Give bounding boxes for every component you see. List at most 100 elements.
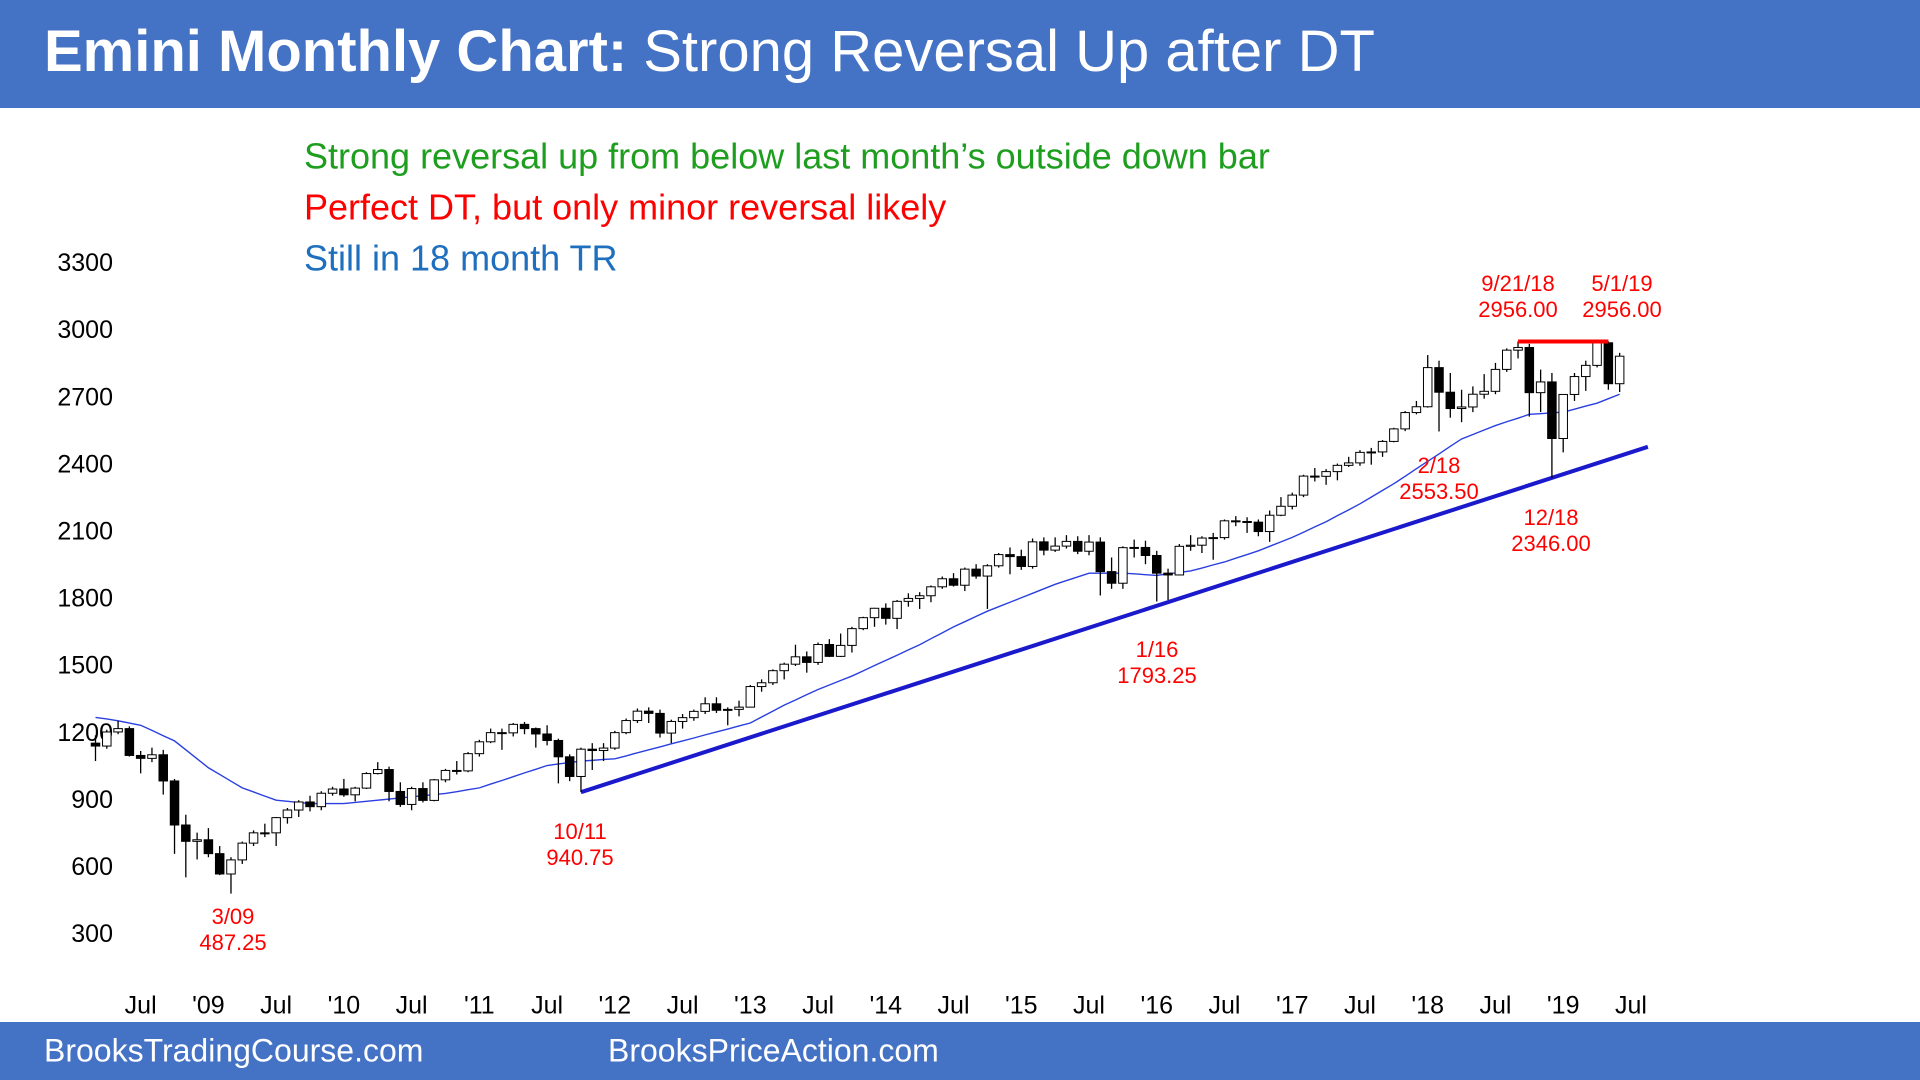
point-label-date: 5/1/19 bbox=[1591, 271, 1652, 296]
candle-body bbox=[1434, 367, 1444, 393]
candle-body bbox=[406, 788, 417, 805]
candle-body bbox=[1569, 376, 1580, 395]
candle-body bbox=[1298, 475, 1309, 496]
candle-body bbox=[1185, 544, 1196, 547]
candle-body bbox=[734, 706, 744, 710]
candle-body bbox=[1129, 546, 1139, 549]
trend-line bbox=[580, 444, 1649, 795]
candle-body bbox=[576, 748, 586, 777]
candle-body bbox=[373, 769, 383, 775]
y-tick-label: 1800 bbox=[57, 585, 113, 613]
candle-body bbox=[1343, 462, 1354, 466]
candle-body bbox=[1558, 393, 1568, 440]
candle-body bbox=[914, 595, 925, 599]
comment: Strong reversal up from below last month… bbox=[304, 136, 1270, 177]
candle-body bbox=[237, 842, 248, 861]
candle-body bbox=[610, 732, 620, 749]
candle-body bbox=[937, 578, 947, 588]
candle-body bbox=[881, 607, 891, 619]
candle-body bbox=[90, 742, 101, 747]
point-label-date: 3/09 bbox=[212, 904, 255, 929]
x-tick-label: '17 bbox=[1276, 992, 1309, 1020]
point-label-price: 2346.00 bbox=[1511, 531, 1591, 556]
point-label-date: 1/16 bbox=[1136, 637, 1179, 662]
candle-body bbox=[1163, 572, 1173, 576]
candle-body bbox=[1005, 554, 1015, 558]
candle-body bbox=[745, 686, 756, 708]
candle-body bbox=[429, 779, 439, 801]
candle-body bbox=[463, 753, 473, 772]
candle-body bbox=[790, 656, 801, 665]
x-tick-label: Jul bbox=[1344, 992, 1376, 1020]
candle-body bbox=[711, 703, 722, 711]
candle-body bbox=[316, 792, 327, 808]
candle-body bbox=[1445, 391, 1456, 410]
candle-body bbox=[418, 788, 428, 801]
candle-body bbox=[993, 554, 1004, 567]
candle-body bbox=[1547, 381, 1557, 440]
x-tick-label: '16 bbox=[1140, 992, 1173, 1020]
candle-body bbox=[1411, 406, 1422, 414]
comment: Perfect DT, but only minor reversal like… bbox=[304, 187, 946, 228]
footer-right: BrooksPriceAction.com bbox=[608, 1032, 939, 1068]
candle-body bbox=[384, 769, 394, 792]
candle-body bbox=[1287, 494, 1297, 507]
candle-body bbox=[305, 801, 315, 808]
x-tick-label: '11 bbox=[464, 992, 495, 1020]
point-label-price: 2956.00 bbox=[1478, 297, 1558, 322]
candle-body bbox=[519, 723, 530, 730]
candle-body bbox=[666, 720, 677, 734]
candle-body bbox=[1479, 390, 1489, 395]
candle-body bbox=[700, 703, 710, 712]
footer-band bbox=[0, 1022, 1920, 1080]
comment: Still in 18 month TR bbox=[304, 238, 617, 279]
candle-body bbox=[508, 723, 518, 734]
candle-body bbox=[135, 754, 146, 759]
candle-body bbox=[1039, 541, 1049, 551]
candle-body bbox=[971, 568, 981, 577]
x-tick-label: Jul bbox=[1479, 992, 1511, 1020]
candle-body bbox=[1389, 428, 1399, 442]
candle-body bbox=[1118, 547, 1128, 584]
candle-body bbox=[124, 728, 135, 756]
point-label-price: 940.75 bbox=[546, 845, 613, 870]
point-label-price: 2956.00 bbox=[1582, 297, 1662, 322]
candle-body bbox=[1174, 545, 1185, 576]
x-tick-label: '15 bbox=[1005, 992, 1038, 1020]
candle-body bbox=[1208, 537, 1218, 540]
candle-body bbox=[485, 732, 496, 743]
y-tick-label: 600 bbox=[71, 853, 113, 881]
x-tick-label: '18 bbox=[1411, 992, 1444, 1020]
candle-body bbox=[892, 600, 902, 619]
candle-body bbox=[1592, 342, 1602, 366]
x-tick-label: '09 bbox=[192, 992, 225, 1020]
x-tick-label: '12 bbox=[599, 992, 632, 1020]
candle-body bbox=[147, 754, 157, 759]
subtitle: Strong Reversal Up after DT bbox=[643, 19, 1375, 84]
candle-body bbox=[689, 710, 699, 719]
candle-body bbox=[361, 773, 372, 789]
candle-body bbox=[553, 739, 564, 758]
x-tick-label: Jul bbox=[531, 992, 563, 1020]
candle-body bbox=[1140, 546, 1151, 556]
candle-body bbox=[802, 656, 812, 663]
candle-body bbox=[474, 741, 485, 755]
y-tick-label: 300 bbox=[71, 920, 113, 948]
x-tick-label: Jul bbox=[1209, 992, 1241, 1020]
candle-body bbox=[1502, 349, 1512, 370]
candle-body bbox=[756, 682, 767, 688]
candle-body bbox=[1061, 540, 1072, 547]
candle-body bbox=[203, 839, 214, 855]
candle-body bbox=[1106, 571, 1117, 584]
candle-body bbox=[587, 748, 598, 752]
candle-body bbox=[1614, 355, 1625, 385]
candle-body bbox=[858, 617, 868, 630]
candle-body bbox=[113, 728, 123, 733]
candle-body bbox=[542, 733, 552, 741]
x-tick-label: Jul bbox=[125, 992, 157, 1020]
candle-body bbox=[779, 663, 789, 672]
candle-body bbox=[768, 670, 778, 684]
candle-body bbox=[1513, 346, 1523, 351]
candle-body bbox=[655, 712, 665, 734]
